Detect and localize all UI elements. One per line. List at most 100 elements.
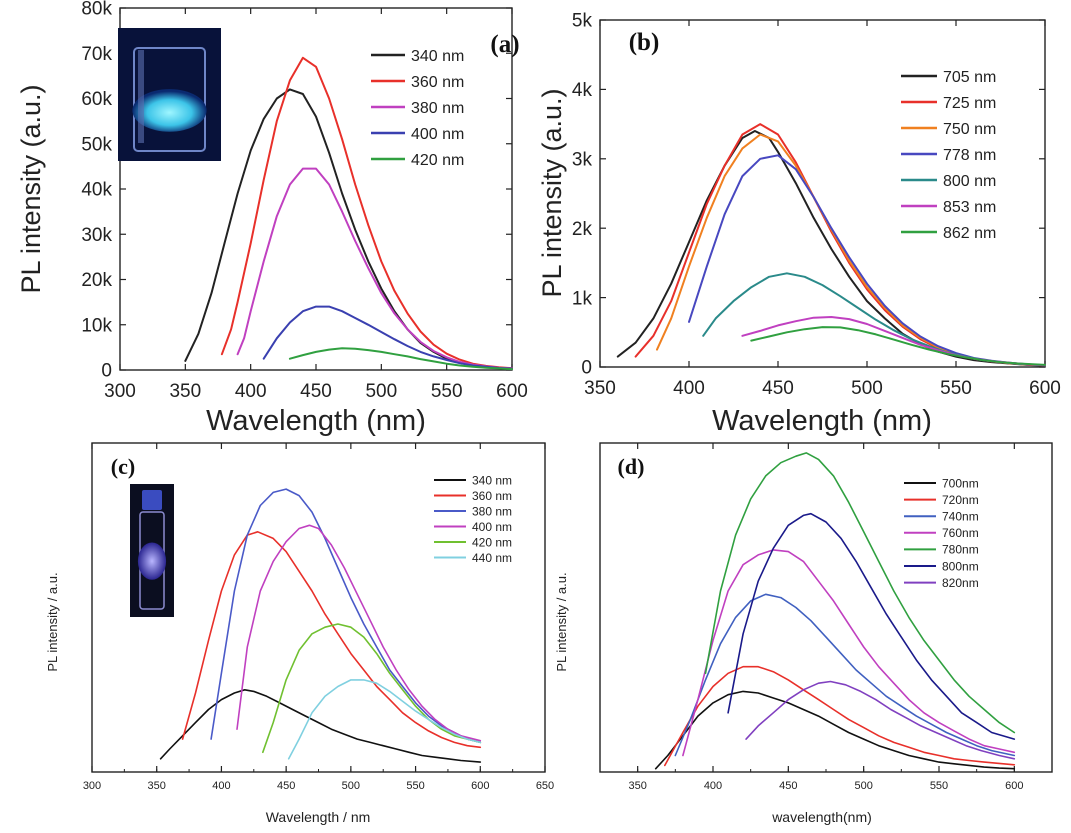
beaker-highlight xyxy=(138,50,144,143)
y-tick-label: 80k xyxy=(81,0,112,20)
series-line xyxy=(654,690,1016,770)
x-tick-label: 450 xyxy=(277,780,295,792)
legend-label: 380 nm xyxy=(472,504,512,518)
x-tick-label: 300 xyxy=(83,780,101,792)
legend-label: 400 nm xyxy=(411,126,464,143)
legend-label: 360 nm xyxy=(411,74,464,91)
y-axis-label: PL intensity / a.u. xyxy=(45,572,60,671)
series-line xyxy=(159,689,482,763)
series-line xyxy=(262,623,482,754)
x-tick-label: 350 xyxy=(628,780,646,792)
x-tick-label: 500 xyxy=(854,780,872,792)
legend-label: 740nm xyxy=(942,510,979,524)
legend-label: 420 nm xyxy=(472,535,512,549)
legend: 705 nm 725 nm 750 nm 778 nm 800 nm 853 nm 862 … xyxy=(901,69,996,242)
y-axis-label: PL intensity (a.u.) xyxy=(537,88,567,297)
series-line xyxy=(745,680,1016,760)
x-tick-label: 450 xyxy=(762,378,794,399)
legend-label: 800 nm xyxy=(943,173,996,190)
series-line xyxy=(727,512,1016,740)
x-tick-label: 500 xyxy=(851,378,883,399)
legend-label: 705 nm xyxy=(943,69,996,86)
x-tick-label: 500 xyxy=(365,381,397,402)
x-tick-label: 450 xyxy=(779,780,797,792)
legend-label: 360 nm xyxy=(472,489,512,503)
x-tick-label: 550 xyxy=(940,378,972,399)
plot-frame xyxy=(599,19,1046,368)
chart-panel-b: 350 400 450 500 550 600 0 1k 2k 3k 4k 5k Wavelength … xyxy=(537,11,1061,437)
y-tick-label: 5k xyxy=(572,11,593,32)
x-axis-label: Wavelength / nm xyxy=(266,809,371,825)
series-line xyxy=(287,679,482,760)
x-axis-label: Wavelength (nm) xyxy=(712,405,932,437)
x-tick-label: 400 xyxy=(235,381,267,402)
series-line xyxy=(181,531,482,749)
legend: 700nm 720nm 740nm 760nm 780nm 800nm 820nm xyxy=(904,476,979,590)
legend-label: 750 nm xyxy=(943,121,996,138)
chart-panel-c: 300 350 400 450 500 550 600 650 Wavelength / nm P… xyxy=(45,442,554,825)
series-line xyxy=(236,524,482,742)
panel-label: (a) xyxy=(490,31,519,58)
x-tick-label: 550 xyxy=(930,780,948,792)
legend-label: 725 nm xyxy=(943,95,996,112)
legend-label: 778 nm xyxy=(943,147,996,164)
chart-panel-d: 350 400 450 500 550 600 wavelength(nm) PL inten… xyxy=(554,442,1053,825)
y-tick-label: 0 xyxy=(101,361,112,382)
legend-label: 380 nm xyxy=(411,100,464,117)
x-tick-label: 600 xyxy=(496,381,528,402)
series-line xyxy=(674,593,1016,757)
y-tick-label: 2k xyxy=(572,219,593,240)
y-tick-label: 3k xyxy=(572,149,593,170)
legend-label: 862 nm xyxy=(943,225,996,242)
series-line xyxy=(288,347,513,371)
legend-label: 800nm xyxy=(942,559,979,573)
glow-solution xyxy=(132,89,207,132)
panel-label: (d) xyxy=(618,454,645,479)
series-line xyxy=(741,316,1046,367)
legend-label: 340 nm xyxy=(472,473,512,487)
y-tick-label: 1k xyxy=(572,288,593,309)
chart-panel-a: 300 350 400 450 500 550 600 0 10k 20k 30k 40k 50k 60k… xyxy=(16,0,528,437)
legend-label: 700nm xyxy=(942,476,979,490)
x-tick-label: 600 xyxy=(471,780,489,792)
x-tick-label: 650 xyxy=(536,780,554,792)
legend: 340 nm 360 nm 380 nm 400 nm 420 nm xyxy=(371,48,464,169)
x-tick-label: 400 xyxy=(673,378,705,399)
panel-label: (b) xyxy=(629,29,660,56)
legend-label: 440 nm xyxy=(472,551,512,565)
y-tick-label: 30k xyxy=(81,225,112,246)
x-tick-label: 550 xyxy=(431,381,463,402)
series-line xyxy=(262,305,513,370)
glow-solution xyxy=(137,542,167,580)
series-line xyxy=(210,488,482,744)
beaker-outline xyxy=(133,47,206,152)
y-tick-label: 50k xyxy=(81,134,112,155)
x-tick-label: 400 xyxy=(704,780,722,792)
series-line xyxy=(704,452,1016,734)
x-tick-label: 350 xyxy=(169,381,201,402)
y-tick-label: 70k xyxy=(81,44,112,65)
y-tick-label: 0 xyxy=(581,358,592,379)
x-tick-label: 550 xyxy=(406,780,424,792)
y-tick-label: 4k xyxy=(572,80,593,101)
blank-patch xyxy=(126,202,188,272)
x-tick-label: 300 xyxy=(104,381,136,402)
legend-label: 760nm xyxy=(942,526,979,540)
legend-label: 820nm xyxy=(942,576,979,590)
legend-label: 780nm xyxy=(942,543,979,557)
series-line xyxy=(616,130,1046,367)
x-tick-label: 600 xyxy=(1029,378,1061,399)
legend-label: 400 nm xyxy=(472,520,512,534)
series-line xyxy=(656,133,1046,367)
plot-frame xyxy=(599,442,1053,773)
series-line xyxy=(236,167,513,370)
x-tick-label: 400 xyxy=(212,780,230,792)
legend-label: 720nm xyxy=(942,493,979,507)
legend-label: 853 nm xyxy=(943,199,996,216)
panel-label: (c) xyxy=(111,454,135,479)
x-tick-label: 350 xyxy=(584,378,616,399)
y-tick-label: 60k xyxy=(81,89,112,110)
x-tick-label: 500 xyxy=(342,780,360,792)
legend-label: 420 nm xyxy=(411,152,464,169)
